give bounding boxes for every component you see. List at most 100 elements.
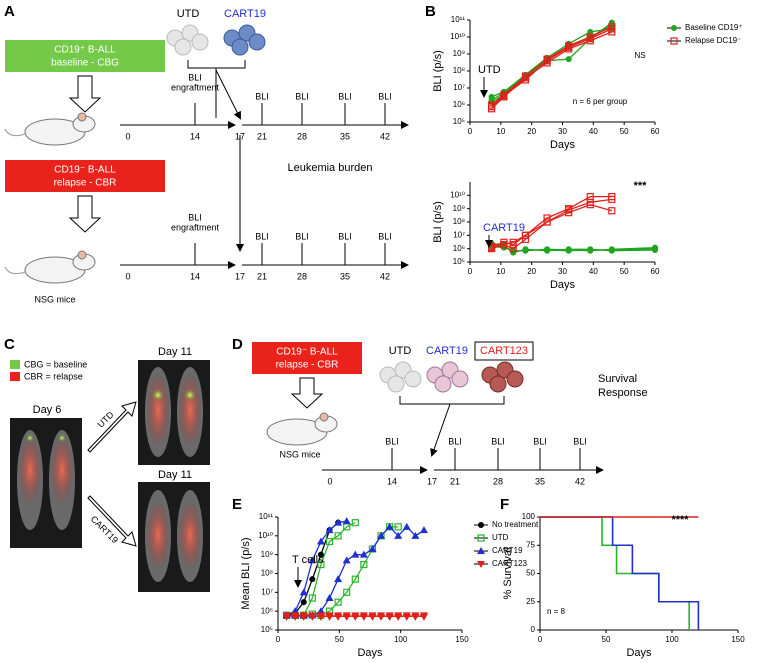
point bbox=[309, 576, 316, 583]
survival-curve bbox=[540, 516, 700, 630]
down-arrow bbox=[68, 195, 102, 233]
y-axis-label: Mean BLI (p/s) bbox=[240, 537, 252, 609]
mouse bbox=[4, 250, 96, 284]
bracket bbox=[399, 396, 505, 405]
annotation: *** bbox=[634, 180, 648, 192]
point bbox=[543, 57, 551, 65]
point bbox=[394, 612, 403, 620]
point bbox=[299, 613, 308, 621]
legend-label: CART123 bbox=[492, 559, 528, 568]
legend-marker bbox=[477, 534, 485, 542]
cart123-cells bbox=[481, 361, 524, 393]
point bbox=[608, 25, 616, 33]
down-arrow bbox=[290, 377, 324, 409]
point bbox=[500, 92, 508, 100]
panel-letter: C bbox=[4, 336, 15, 353]
baseline-box bbox=[5, 40, 165, 72]
legend-label: No treatment bbox=[492, 520, 539, 529]
y-tick-label: 10¹¹ bbox=[259, 512, 274, 521]
timeline-day: 35 bbox=[340, 131, 350, 141]
bli-label: BLI bbox=[573, 436, 587, 446]
highlight-box bbox=[474, 341, 534, 361]
x-tick-label: 0 bbox=[468, 267, 473, 276]
bli-label: BLI bbox=[533, 436, 547, 446]
x-tick-label: 100 bbox=[394, 635, 408, 644]
point bbox=[317, 551, 324, 558]
bli-label: BLI bbox=[378, 91, 392, 101]
x-tick-label: 60 bbox=[651, 127, 660, 136]
y-tick-label: 10⁵ bbox=[453, 117, 465, 126]
point bbox=[377, 531, 386, 539]
arrow bbox=[87, 495, 137, 547]
annotation: **** bbox=[671, 514, 689, 526]
point bbox=[487, 103, 496, 111]
point bbox=[291, 612, 300, 620]
point bbox=[334, 518, 343, 526]
x-tick-label: 50 bbox=[602, 635, 611, 644]
x-tick-label: 40 bbox=[589, 267, 598, 276]
point bbox=[510, 249, 517, 256]
point bbox=[377, 612, 386, 620]
bracket bbox=[187, 60, 246, 118]
point bbox=[521, 76, 530, 84]
point bbox=[411, 531, 420, 539]
timeline-day: 0 bbox=[327, 476, 332, 486]
point bbox=[342, 517, 351, 525]
leukemia-label: Leukemia burden bbox=[287, 162, 372, 174]
bli-label: BLI bbox=[295, 231, 309, 241]
point bbox=[565, 56, 572, 63]
engraftment-label: BLI bbox=[188, 212, 202, 222]
point bbox=[300, 599, 307, 606]
point bbox=[652, 246, 658, 253]
cell-label: UTD bbox=[177, 8, 200, 20]
legend-marker bbox=[477, 561, 485, 568]
point bbox=[521, 235, 530, 243]
y-tick-label: 10¹⁰ bbox=[450, 190, 465, 199]
outcome-label: Survival bbox=[598, 373, 637, 385]
x-tick-label: 0 bbox=[468, 127, 473, 136]
point bbox=[565, 43, 573, 51]
timeline-day: 17 bbox=[235, 271, 245, 281]
cell-label: CART123 bbox=[480, 345, 528, 357]
x-tick-label: 20 bbox=[527, 127, 536, 136]
legend-label: CART19 bbox=[492, 546, 523, 555]
point bbox=[385, 613, 394, 621]
x-tick-label: 50 bbox=[335, 635, 344, 644]
series-line bbox=[491, 28, 613, 108]
bli-label: BLI bbox=[338, 91, 352, 101]
point bbox=[565, 209, 573, 217]
point bbox=[325, 594, 334, 602]
point bbox=[608, 19, 615, 26]
panel-letter: E bbox=[232, 496, 242, 513]
day-label: Day 11 bbox=[158, 346, 192, 358]
timeline-day: 0 bbox=[125, 271, 130, 281]
arrow bbox=[430, 403, 451, 457]
y-tick-label: 10⁷ bbox=[453, 83, 465, 92]
annotation: UTD bbox=[478, 64, 501, 76]
point bbox=[521, 231, 530, 239]
panel-letter: F bbox=[500, 496, 509, 513]
bli-label: BLI bbox=[255, 91, 269, 101]
y-tick-label: 10¹⁰ bbox=[450, 32, 465, 41]
utd-cells bbox=[379, 361, 422, 393]
engraftment-label: engraftment bbox=[171, 82, 220, 92]
point bbox=[343, 588, 351, 596]
box-text: CD19⁻ B-ALL bbox=[54, 165, 116, 176]
relapse-box bbox=[5, 160, 165, 192]
bli-label: BLI bbox=[491, 436, 505, 446]
point bbox=[587, 28, 594, 35]
timeline-day: 21 bbox=[257, 271, 267, 281]
point bbox=[608, 207, 616, 215]
x-axis-label: Days bbox=[357, 647, 383, 659]
dynamic-layer: 0 14 17 21 BLI 28 BLI 35 BLI 42 BLI 0 14 17 21 BLI 28 BLI… bbox=[120, 15, 745, 659]
legend-label: UTD bbox=[492, 533, 509, 542]
bli-label: BLI bbox=[338, 231, 352, 241]
annotation: n = 6 per group bbox=[573, 97, 628, 106]
cart19-cells bbox=[223, 24, 266, 56]
timeline-day: 42 bbox=[380, 131, 390, 141]
x-tick-label: 60 bbox=[651, 267, 660, 276]
x-tick-label: 30 bbox=[558, 127, 567, 136]
x-tick-label: 30 bbox=[558, 267, 567, 276]
box-text: CD19⁻ B-ALL bbox=[276, 347, 338, 358]
